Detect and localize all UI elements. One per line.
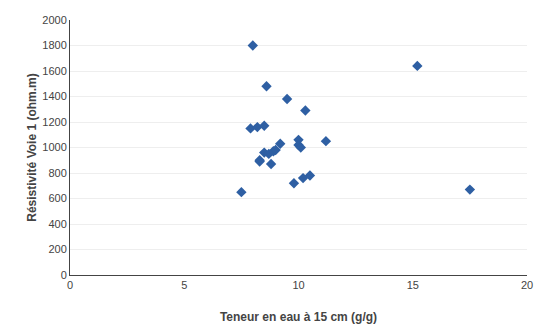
svg-text:1800: 1800 [42,39,66,51]
svg-text:Résistivité Voie 1 (ohm.m): Résistivité Voie 1 (ohm.m) [25,73,39,221]
svg-text:5: 5 [181,279,187,291]
svg-text:2000: 2000 [42,14,66,26]
svg-text:800: 800 [48,167,66,179]
svg-text:1000: 1000 [42,141,66,153]
svg-text:0: 0 [61,269,67,281]
svg-text:200: 200 [48,243,66,255]
svg-text:Teneur en eau à 15 cm (g/g): Teneur en eau à 15 cm (g/g) [220,310,377,324]
svg-text:400: 400 [48,218,66,230]
svg-text:20: 20 [521,279,533,291]
svg-text:600: 600 [48,192,66,204]
svg-text:1200: 1200 [42,116,66,128]
svg-text:1600: 1600 [42,65,66,77]
svg-text:10: 10 [292,279,304,291]
svg-text:0: 0 [67,279,73,291]
svg-text:1400: 1400 [42,90,66,102]
svg-text:15: 15 [407,279,419,291]
